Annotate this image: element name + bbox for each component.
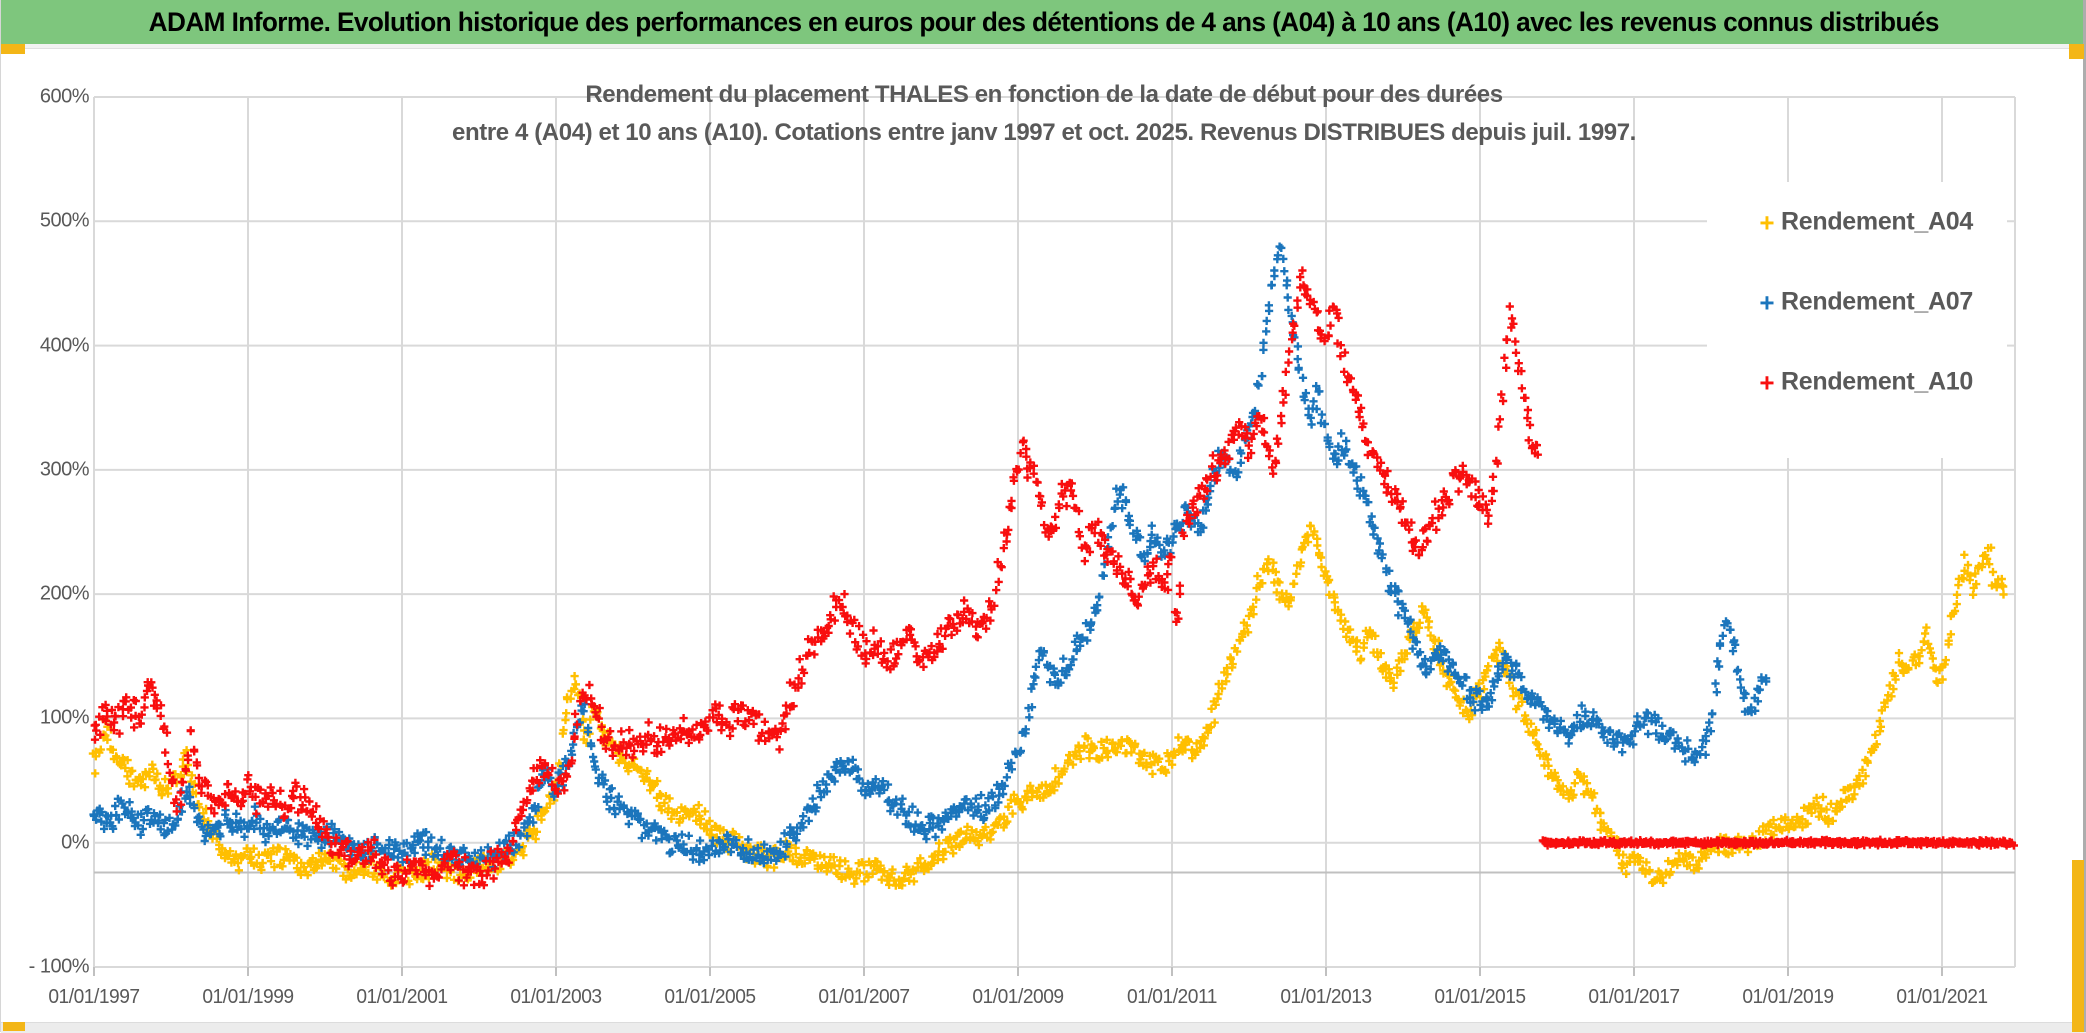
legend-item-a07: + Rendement_A07 bbox=[1753, 288, 1973, 317]
x-tick-label: 01/01/2011 bbox=[1127, 986, 1217, 1008]
y-tick-label: 400% bbox=[39, 334, 90, 357]
chart-title: Rendement du placement THALES en fonctio… bbox=[404, 76, 1684, 152]
legend-label: Rendement_A04 bbox=[1781, 207, 1973, 236]
x-tick-label: 01/01/2007 bbox=[818, 986, 910, 1008]
legend-label: Rendement_A10 bbox=[1781, 367, 1973, 396]
y-tick-label: 600% bbox=[39, 85, 90, 108]
x-tick-label: 01/01/1997 bbox=[48, 986, 140, 1008]
x-tick-label: 01/01/2017 bbox=[1588, 986, 1680, 1008]
x-tick-label: 01/01/1999 bbox=[202, 986, 294, 1008]
gold-accent-top-right bbox=[2069, 44, 2084, 59]
chart-title-line2: entre 4 (A04) et 10 ans (A10). Cotations… bbox=[452, 119, 1636, 146]
legend-label: Rendement_A07 bbox=[1781, 287, 1973, 316]
plus-marker-icon: + bbox=[1759, 287, 1775, 317]
x-tick-label: 01/01/2013 bbox=[1280, 986, 1372, 1008]
series-Rendement_A10 bbox=[90, 266, 2018, 890]
legend-item-a04: + Rendement_A04 bbox=[1753, 208, 1973, 237]
y-tick-label: 300% bbox=[39, 458, 90, 481]
x-tick-label: 01/01/2009 bbox=[972, 986, 1064, 1008]
x-tick-label: 01/01/2003 bbox=[510, 986, 602, 1008]
legend-item-a10: + Rendement_A10 bbox=[1753, 368, 1973, 397]
x-tick-label: 01/01/2019 bbox=[1742, 986, 1834, 1008]
plus-marker-icon: + bbox=[1759, 207, 1775, 237]
series-Rendement_A07 bbox=[89, 242, 1771, 872]
plus-marker-icon: + bbox=[1759, 367, 1775, 397]
banner-title-text: ADAM Informe. Evolution historique des p… bbox=[148, 6, 1940, 37]
y-tick-label: 100% bbox=[39, 706, 90, 729]
window-right-edge bbox=[2083, 0, 2086, 1032]
legend bbox=[1707, 182, 2007, 458]
y-tick-label: 500% bbox=[39, 209, 90, 232]
gold-accent-bottom-left bbox=[3, 1022, 25, 1031]
y-tick-label: - 100% bbox=[28, 955, 90, 978]
gold-accent-right-stripe bbox=[2072, 860, 2084, 1032]
y-tick-label: 200% bbox=[39, 582, 90, 605]
y-tick-label: 0% bbox=[61, 831, 89, 854]
x-tick-label: 01/01/2015 bbox=[1434, 986, 1526, 1008]
chart-title-line1: Rendement du placement THALES en fonctio… bbox=[585, 81, 1503, 108]
banner-separator bbox=[1, 44, 2086, 49]
banner-title-bar: ADAM Informe. Evolution historique des p… bbox=[1, 0, 2086, 44]
x-tick-label: 01/01/2005 bbox=[664, 986, 756, 1008]
window-bottom-edge bbox=[1, 1022, 2086, 1033]
x-tick-label: 01/01/2001 bbox=[356, 986, 448, 1008]
gold-accent-top-left bbox=[1, 44, 25, 54]
x-tick-label: 01/01/2021 bbox=[1896, 986, 1988, 1008]
series-Rendement_A04 bbox=[88, 521, 2008, 890]
